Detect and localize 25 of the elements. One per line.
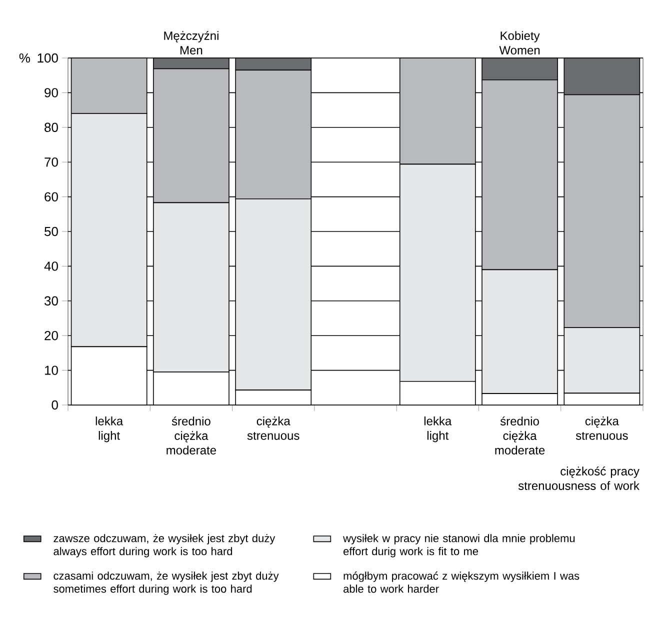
y-tick-label: 10 (45, 366, 58, 375)
y-tick-label: 40 (44, 262, 58, 271)
y-tick-label: 0 (52, 400, 58, 410)
y-tick-label: 70 (44, 157, 58, 167)
legend-label: czasami odczuwam, że wysiłek jest zbyt duży sometimes effort during work is too hard (54, 572, 279, 595)
x-tick-label: ciężka strenuous (576, 416, 628, 440)
legend-label: mógłbym pracować z większym wysiłkiem I was able to work harder (344, 572, 580, 593)
text: Kobiety Women (499, 31, 540, 54)
y-tick-label: 60 (44, 192, 58, 202)
text: Mężczyźni Men (164, 31, 218, 54)
x-tick-label: średnio ciężka moderate (166, 416, 216, 454)
y-tick-label: 50 (44, 226, 58, 236)
x-tick-label: lekka light (96, 416, 124, 442)
y-tick-label: 30 (44, 296, 58, 306)
y-tick-label: 80 (44, 122, 58, 132)
x-axis-title: ciężkość pracy strenuousness of work (518, 466, 640, 490)
x-tick-label: ciężka strenuous (247, 416, 300, 440)
y-tick-label: 100 (38, 53, 58, 63)
y-tick-label: 20 (44, 330, 58, 340)
legend-label: wysiłek w pracy nie stanowi dla mnie problemu effort durig work is fit to me (343, 534, 575, 558)
x-tick-label: lekka light (424, 416, 452, 442)
x-tick-label: średnio ciężka moderate (495, 416, 545, 454)
y-axis-title: % (19, 53, 30, 63)
legend-label: zawsze odczuwam, że wysiłek jest zbyt duży always effort during work is too hard (54, 534, 276, 558)
y-tick-label: 90 (44, 88, 58, 98)
